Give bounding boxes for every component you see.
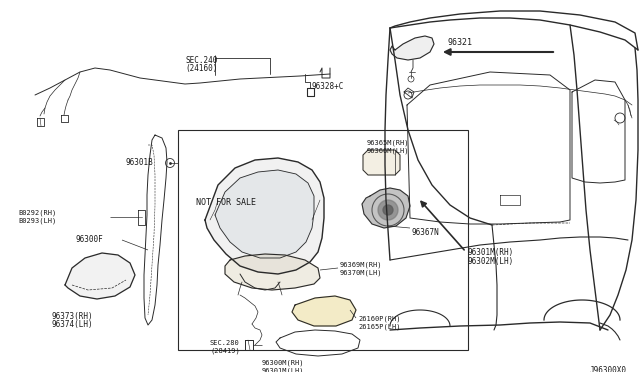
- Polygon shape: [390, 36, 434, 60]
- Polygon shape: [225, 254, 320, 290]
- Bar: [178, 130, 468, 350]
- Polygon shape: [292, 296, 356, 326]
- Polygon shape: [363, 150, 400, 175]
- Text: 96300F: 96300F: [75, 235, 103, 244]
- Text: 96300M(RH): 96300M(RH): [262, 360, 305, 366]
- Text: 96366M(LH): 96366M(LH): [367, 148, 410, 154]
- Polygon shape: [65, 253, 135, 299]
- Text: 96365M(RH): 96365M(RH): [367, 140, 410, 147]
- Polygon shape: [362, 188, 410, 228]
- Text: 96301B: 96301B: [125, 158, 153, 167]
- Text: 96302M(LH): 96302M(LH): [468, 257, 515, 266]
- Text: (28419): (28419): [210, 348, 240, 355]
- Text: 96321: 96321: [448, 38, 473, 47]
- Polygon shape: [205, 158, 324, 274]
- Text: 96370M(LH): 96370M(LH): [340, 270, 383, 276]
- Text: (24160): (24160): [185, 64, 218, 73]
- Text: 96328+C: 96328+C: [312, 82, 344, 91]
- Circle shape: [378, 200, 398, 220]
- Text: 96373(RH): 96373(RH): [52, 312, 93, 321]
- Text: 26165P(LH): 26165P(LH): [358, 324, 401, 330]
- Text: 26160P(RH): 26160P(RH): [358, 316, 401, 323]
- Text: 96301M(LH): 96301M(LH): [262, 368, 305, 372]
- Circle shape: [383, 205, 393, 215]
- Text: 96367N: 96367N: [412, 228, 440, 237]
- Text: B0292(RH): B0292(RH): [18, 210, 56, 217]
- Polygon shape: [215, 170, 314, 258]
- Text: 96301M(RH): 96301M(RH): [468, 248, 515, 257]
- Text: J96300X0: J96300X0: [590, 366, 627, 372]
- Text: SEC.280: SEC.280: [210, 340, 240, 346]
- Text: SEC.240: SEC.240: [185, 56, 218, 65]
- Text: NOT FOR SALE: NOT FOR SALE: [196, 198, 256, 207]
- Text: 96369M(RH): 96369M(RH): [340, 262, 383, 269]
- Text: B0293(LH): B0293(LH): [18, 218, 56, 224]
- Text: 96374(LH): 96374(LH): [52, 320, 93, 329]
